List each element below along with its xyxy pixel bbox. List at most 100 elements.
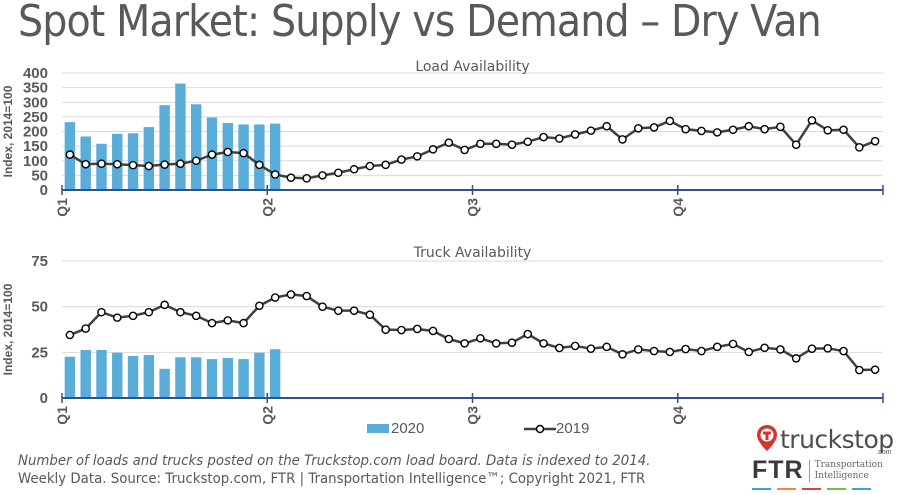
- ftr-dash-4: [852, 488, 871, 490]
- ftr-tagline-line2: Intelligence: [814, 470, 869, 481]
- bar-2020: [175, 83, 186, 190]
- point-2019: [633, 345, 643, 354]
- point-2019: [570, 341, 580, 351]
- y-tick-label: 150: [23, 138, 48, 155]
- legend-item-2020: 2020: [367, 420, 424, 437]
- y-axis-label: Index, 2014=100: [1, 85, 15, 177]
- point-2019: [302, 173, 312, 183]
- point-2019: [176, 307, 185, 317]
- point-2019: [665, 116, 675, 126]
- point-2019: [539, 339, 548, 348]
- legend-line-marker-icon: [524, 424, 556, 433]
- x-quarter-label: Q3: [465, 406, 481, 425]
- y-axis-label: Index, 2014=100: [1, 283, 15, 375]
- point-2019: [728, 125, 738, 135]
- point-2019: [697, 126, 706, 136]
- point-2019: [365, 161, 375, 171]
- truckstop-logo: truckstop .com: [756, 424, 894, 456]
- bar-2020: [159, 105, 170, 190]
- point-2019: [649, 346, 659, 356]
- point-2019: [428, 326, 438, 336]
- bar-2020: [269, 123, 281, 190]
- truck-availability-chart: 0 25 50 75 Truck Availability Index, 2014=100…: [1, 245, 884, 425]
- ftr-dash-2: [802, 488, 821, 490]
- point-2019: [81, 324, 90, 333]
- point-2019: [744, 121, 754, 131]
- point-2019: [555, 134, 564, 143]
- point-2019: [160, 160, 169, 169]
- point-2019: [286, 173, 296, 183]
- point-2019: [507, 140, 517, 149]
- point-2019: [349, 164, 359, 174]
- point-2019: [381, 325, 390, 334]
- point-2019: [681, 124, 690, 134]
- point-2019: [618, 135, 627, 144]
- point-2019: [491, 339, 501, 348]
- point-2019: [460, 145, 469, 155]
- point-2019: [397, 325, 406, 335]
- point-2019: [207, 318, 217, 328]
- y-tick-label: 75: [31, 253, 48, 270]
- point-2019: [476, 139, 485, 149]
- x-quarter-label: Q2: [259, 406, 275, 425]
- point-2019: [839, 346, 848, 356]
- legend-label-2020: 2020: [391, 420, 425, 437]
- y-tick-label: 200: [23, 124, 48, 141]
- truckstop-wordmark: truckstop: [780, 425, 894, 454]
- x-quarter-label: Q1: [54, 198, 70, 217]
- point-2019: [744, 347, 754, 357]
- point-2019: [318, 171, 327, 180]
- point-2019: [870, 136, 880, 146]
- point-2019: [318, 302, 327, 311]
- bar-2020: [143, 355, 155, 398]
- bar-2020: [143, 127, 155, 190]
- point-2019: [555, 343, 564, 353]
- bar-2020: [175, 357, 186, 398]
- point-2019: [207, 150, 217, 159]
- point-2019: [712, 128, 722, 137]
- point-2019: [523, 329, 533, 339]
- point-2019: [618, 350, 627, 359]
- ftr-logo: FTR Transportation Intelligence: [752, 458, 883, 483]
- bar-2020: [222, 357, 233, 398]
- point-2019: [302, 291, 312, 301]
- point-2019: [586, 126, 596, 135]
- truckstop-domain-suffix: .com: [876, 449, 892, 456]
- point-2019: [239, 318, 248, 328]
- bar-2020: [80, 349, 91, 398]
- point-2019: [65, 330, 75, 340]
- x-quarter-label: Q4: [670, 406, 686, 425]
- point-2019: [776, 122, 785, 132]
- point-2019: [160, 300, 169, 310]
- point-2019: [539, 132, 548, 142]
- ftr-dash-0: [752, 488, 771, 490]
- legend-label-2019: 2019: [556, 420, 590, 437]
- x-quarter-label: Q4: [670, 198, 686, 217]
- point-2019: [491, 139, 501, 149]
- y-tick-label: 0: [40, 182, 48, 199]
- point-2019: [381, 160, 390, 170]
- point-2019: [649, 123, 659, 132]
- y-tick-label: 400: [23, 65, 48, 82]
- point-2019: [791, 140, 801, 149]
- y-tick-label: 25: [31, 344, 48, 361]
- point-2019: [128, 160, 138, 170]
- y-tick-label: 0: [40, 390, 48, 407]
- y-tick-label: 100: [23, 153, 48, 170]
- x-quarter-label: Q1: [54, 406, 70, 425]
- point-2019: [476, 333, 485, 343]
- point-2019: [760, 343, 769, 353]
- point-2019: [428, 145, 438, 154]
- point-2019: [365, 310, 375, 320]
- bar-2020: [254, 124, 265, 190]
- bar-2020: [127, 355, 139, 398]
- point-2019: [270, 293, 280, 302]
- legend-item-2019: 2019: [524, 420, 589, 437]
- point-2019: [586, 344, 596, 353]
- point-2019: [712, 342, 722, 352]
- point-2019: [286, 290, 296, 299]
- bar-2020: [112, 352, 123, 398]
- point-2019: [81, 159, 90, 169]
- point-2019: [349, 306, 359, 315]
